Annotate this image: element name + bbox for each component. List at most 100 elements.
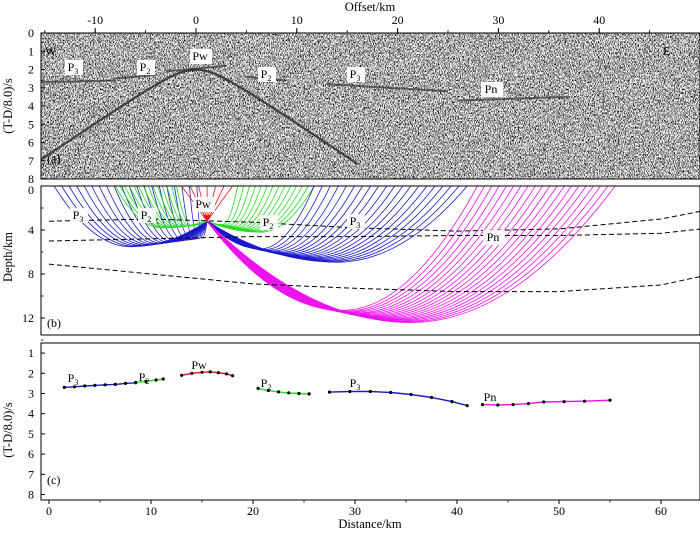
panel-a-phase-label: P2: [261, 67, 272, 83]
observed-pick-Pn: [480, 403, 485, 407]
arrival-band-P3: [41, 79, 116, 84]
offset-axis-title: Offset/km: [345, 0, 396, 14]
panel-c-y-tick-label: 3: [28, 387, 34, 401]
panel-c-phase-label-base: Pw: [191, 358, 207, 372]
panel-c-y-tick-label: 7: [28, 467, 34, 481]
observed-pick-Pn: [542, 400, 546, 404]
arrival-band-Pw: [165, 64, 227, 73]
depth-tick-label: 4: [28, 223, 34, 237]
interface-2: [48, 228, 700, 242]
panel-b-phase-label: Pn: [487, 230, 500, 244]
panel-c-y-tick-label: 1: [28, 346, 34, 360]
phase-label-backdrop: [70, 208, 88, 223]
phase-label-backdrop: [258, 67, 276, 82]
observed-pick-Pn: [562, 400, 566, 404]
panel-b-phase-label: P2: [141, 208, 152, 224]
panel-a-phase-label-base: P: [140, 60, 147, 74]
panel-b-phase-label: P3: [73, 208, 84, 224]
panel-a-y-tick-label: 6: [28, 136, 34, 150]
offset-tick-label: 20: [392, 13, 404, 27]
arrival-band-P3: [326, 83, 449, 93]
panel-a-phase-label-base: P: [350, 67, 357, 81]
ray-P3: [181, 186, 208, 240]
observed-pick-Pw: [216, 371, 220, 375]
panel-c-phase-label: Pn: [484, 390, 497, 404]
panel-a-phase-label: Pw: [192, 49, 208, 63]
ray-Pn: [206, 186, 522, 315]
east-label: E: [663, 44, 670, 58]
panel-b-phase-label: Pw: [195, 197, 211, 211]
panel-b-phase-label-base: P: [350, 214, 357, 228]
panel-b-frame: [40, 185, 700, 336]
interface-1: [48, 210, 700, 232]
observed-pick-P2: [297, 391, 301, 396]
phase-label-backdrop: [483, 230, 505, 245]
panel-b-phase-label-subscript: 3: [356, 221, 360, 230]
seismic-record-texture: [41, 33, 700, 179]
panel-a-y-ticks: 0 1 2 3 4 5 6 7 8: [28, 26, 45, 186]
offset-tick-label: 0: [193, 13, 199, 27]
ray-Pw: [206, 186, 233, 222]
phase-label-backdrop: [347, 214, 365, 229]
observed-pick-P2: [287, 391, 291, 395]
observed-pick-Pn: [608, 398, 612, 402]
panel-c-y-ticks: 1 2 3 4 5 6 7 8: [28, 346, 45, 502]
panel-a-phase-label-base: P: [68, 60, 75, 74]
phase-label-backdrop: [138, 208, 156, 223]
panel-a-phase-label: P3: [350, 67, 361, 83]
phase-label-backdrop: [481, 82, 503, 97]
calculated-traveltime-P3: [64, 382, 136, 389]
ray-P2: [176, 186, 208, 226]
panel-a-phase-label-subscript: 3: [356, 74, 360, 83]
panel-a-phase-label: Pn: [485, 82, 498, 96]
panel-a-y-tick-label: 4: [28, 99, 34, 113]
observed-pick-P3: [368, 389, 372, 394]
phase-label-backdrop: [193, 197, 215, 212]
distance-tick-label: 30: [349, 504, 361, 518]
panel-a-phase-label: P3: [68, 60, 79, 76]
phase-label-backdrop: [190, 49, 212, 64]
panel-a-y-tick-label: 8: [28, 172, 34, 186]
distance-tick-label: 20: [247, 504, 259, 518]
panel-c-phase-label: P3: [350, 376, 361, 392]
panel-c-phase-label-subscript: 3: [74, 378, 78, 387]
panel-a-y-tick-label: 3: [28, 81, 34, 95]
observed-pick-P3: [348, 389, 352, 394]
panel-c-y-tick-label: 4: [28, 407, 34, 421]
observed-pick-Pw: [190, 371, 194, 375]
panel-a-y-title: (T-D/8.0)/s: [1, 78, 15, 134]
observed-pick-Pw: [224, 372, 229, 376]
panel-a-phase-label: P2: [140, 60, 151, 76]
ray-P3: [166, 186, 208, 241]
panel-b-phase-label: P3: [350, 214, 361, 230]
observed-pick-Pn: [582, 399, 587, 403]
observed-pick-P3: [123, 381, 128, 385]
panel-a-record-section: Offset/km -10 0 10 20 30 40 0 1 2 3 4 5 6 7 8 (T-D/8.…: [1, 0, 700, 186]
observed-pick-P2: [161, 377, 165, 381]
panel-c-y-tick-label: 6: [28, 447, 34, 461]
panel-c-y-title: (T-D/8.0)/s: [1, 402, 15, 458]
observed-pick-Pn: [526, 402, 531, 406]
observed-pick-Pw: [231, 374, 235, 378]
observed-pick-P2: [144, 379, 148, 383]
panel-b-phase-label-base: P: [73, 208, 80, 222]
panel-c-phase-label-base: P: [350, 376, 357, 390]
depth-axis-title: Depth/km: [1, 232, 15, 282]
observed-pick-P3: [93, 383, 97, 387]
observed-pick-Pw: [180, 373, 184, 377]
observed-pick-P2: [134, 380, 138, 384]
panel-b-phase-label-base: P: [141, 208, 148, 222]
panel-b-phase-label-base: P: [263, 215, 270, 229]
panel-c-phase-label-subscript: 2: [267, 383, 271, 392]
panel-a-y-tick-label: 0: [28, 26, 34, 40]
panel-c-traveltime-fit: 1 2 3 4 5 6 7 8 0 10 20 30 40 50 60 (T-D/8.0)/s Dista…: [1, 342, 700, 531]
distance-tick-label: 50: [553, 504, 565, 518]
panel-c-phase-label-subscript: 3: [356, 383, 360, 392]
ray-Pn: [206, 186, 616, 323]
panel-a-y-tick-label: 2: [28, 63, 34, 77]
panel-c-y-tick-label: 8: [28, 488, 34, 502]
ray-paths: [53, 186, 616, 323]
observed-pick-P2: [154, 378, 158, 382]
